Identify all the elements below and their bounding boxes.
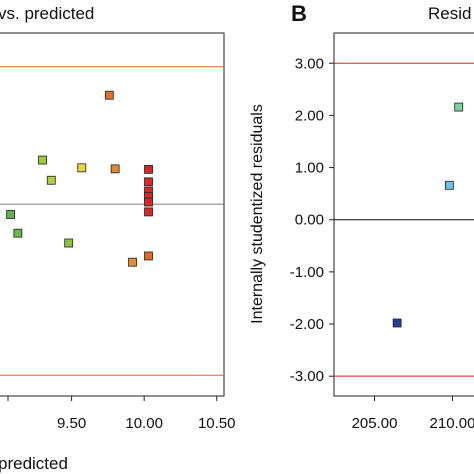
right-y-tick-label: 1.00	[295, 160, 324, 177]
left-data-point	[77, 163, 87, 173]
left-data-point	[6, 210, 16, 219]
left-data-point	[38, 155, 47, 165]
left-data-point	[144, 251, 153, 261]
right-x-tick-label: 210.00	[430, 415, 474, 432]
right-ylabel: Internally studentized residuals	[249, 104, 266, 324]
left-x-tick-label: 9.50	[57, 415, 86, 432]
right-y-tick-label: -1.00	[290, 264, 324, 281]
right-plot-area: 3.00 2.00 1.00 0.00 -1.00 -2.00 -3.00 205.00 210…	[290, 55, 474, 432]
left-data-point	[13, 228, 23, 238]
left-title: vs. predicted	[0, 4, 94, 23]
left-plot-frame	[0, 32, 225, 397]
right-y-tick-label: 3.00	[295, 55, 324, 72]
left-data-point	[144, 197, 153, 207]
left-data-point	[110, 164, 120, 174]
right-y-tick-label: 2.00	[295, 107, 324, 124]
left-data-point	[64, 238, 74, 248]
right-y-tick-label: 0.00	[295, 212, 324, 229]
left-data-point	[144, 177, 153, 187]
left-data-point	[128, 257, 137, 267]
left-panel: vs. predicted 9.50 10.00 10.50 predicted	[0, 4, 236, 473]
right-title: Resid	[428, 4, 471, 23]
panel-letter-b: B	[291, 1, 307, 26]
left-data-point	[144, 207, 153, 217]
left-data-point	[104, 90, 114, 100]
right-x-tick-label: 205.00	[352, 415, 398, 432]
right-data-point	[454, 102, 464, 112]
right-panel: B Resid 3.00 2.00 1.00 0.00 -1.00 -2.00 -3.00 2…	[249, 1, 474, 432]
left-data-point	[46, 175, 56, 185]
right-plot-frame	[333, 32, 474, 397]
right-data-point	[444, 180, 454, 190]
left-x-tick-label: 10.50	[198, 415, 236, 432]
left-x-tick-label: 10.00	[125, 415, 163, 432]
right-data-point	[392, 318, 402, 328]
right-y-tick-label: -3.00	[290, 368, 324, 385]
left-plot-area: 9.50 10.00 10.50	[0, 66, 236, 432]
right-y-tick-label: -2.00	[290, 316, 324, 333]
left-data-point	[144, 164, 153, 174]
left-xlabel: predicted	[0, 454, 68, 473]
